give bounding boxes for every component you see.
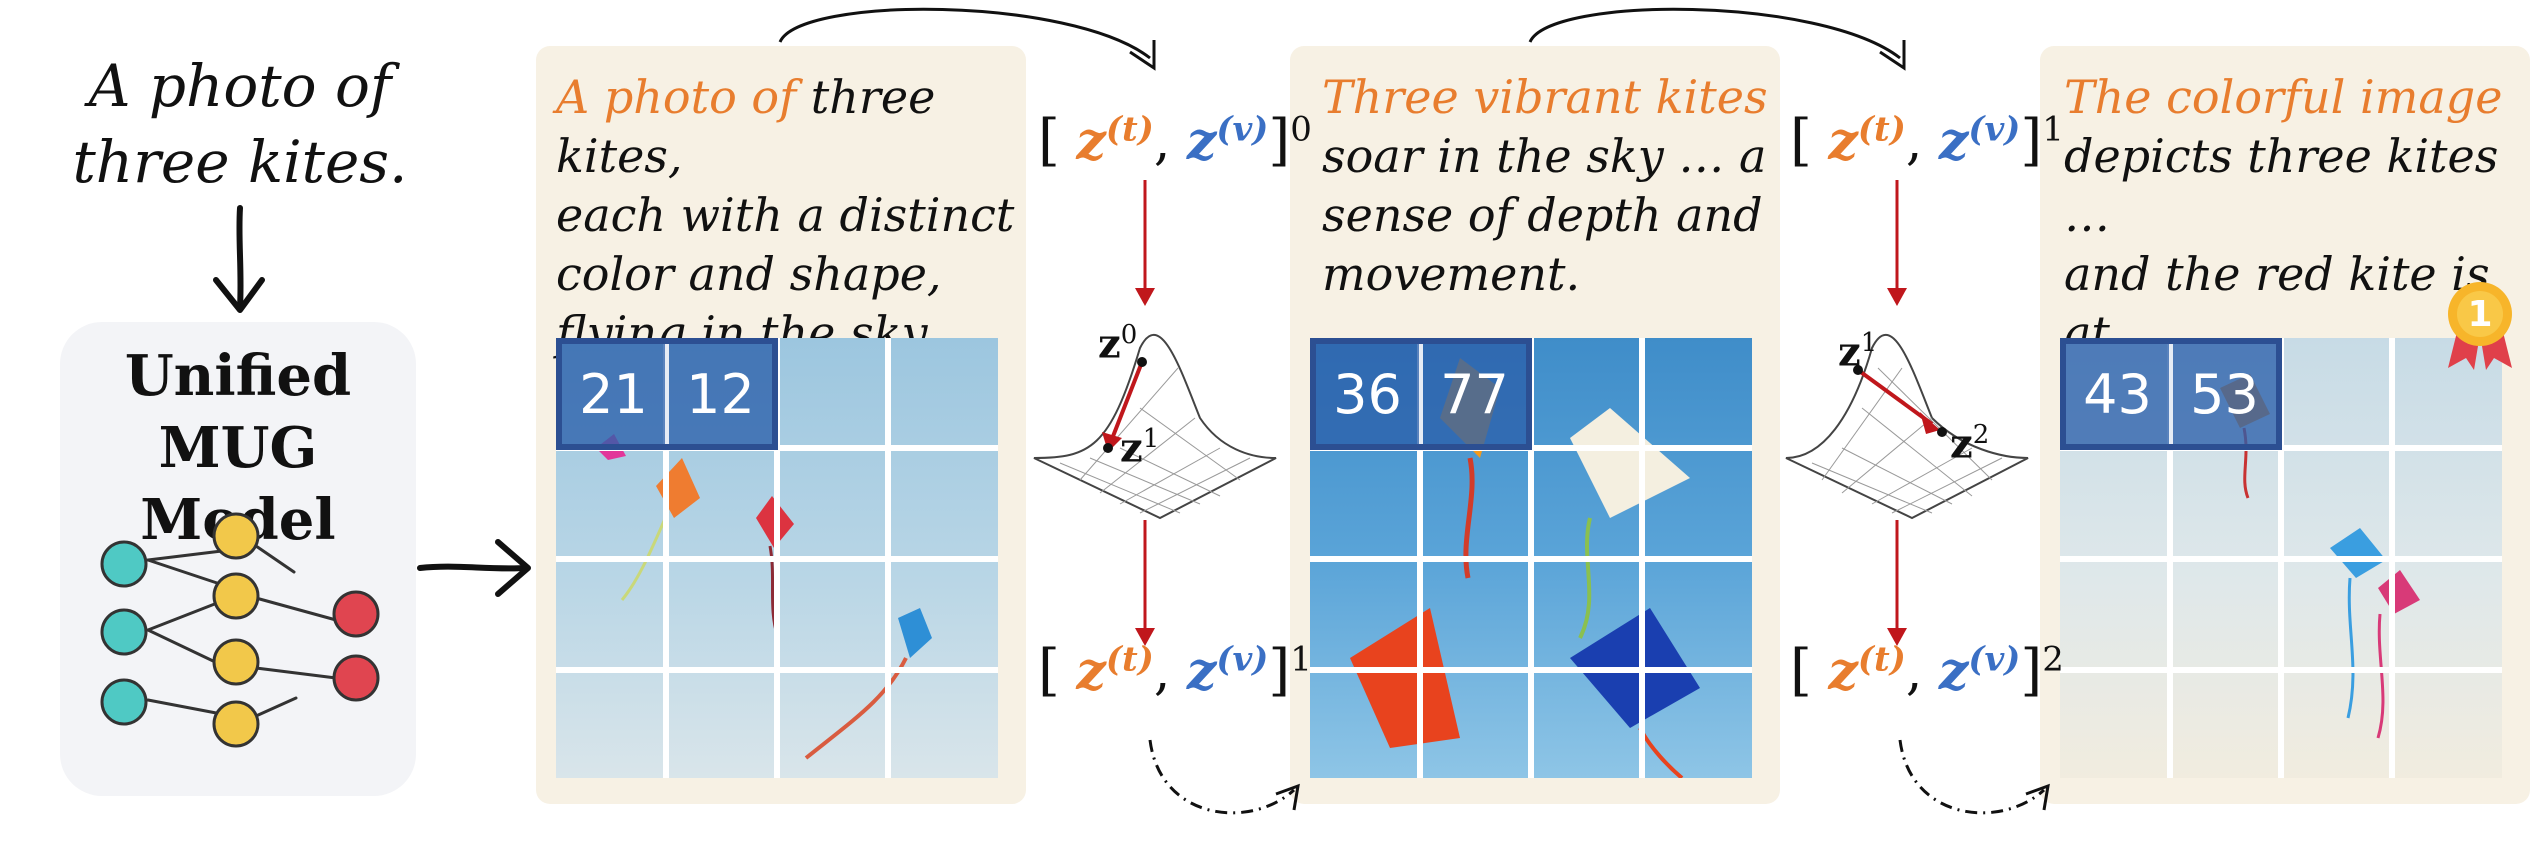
curved-arrow-icon xyxy=(778,7,1156,71)
panel-1-caption-line-1: three kites, xyxy=(556,70,936,183)
panel-2-score-a: 36 xyxy=(1333,362,1402,426)
panel-3-score-a: 43 xyxy=(2083,362,2152,426)
panel-2-caption-highlight: Three vibrant kites xyxy=(1322,70,1768,124)
panel-3-score-box: 43 53 xyxy=(2060,338,2282,450)
latent-pair-1-output: [ z(t), z(v)]1 xyxy=(1038,638,1312,703)
model-title-line-2: MUG Model xyxy=(140,415,335,553)
loss-landscape-icon xyxy=(1785,333,2029,520)
curved-arrow-icon xyxy=(1528,7,1906,71)
landscape-1-point-end: z1 xyxy=(1120,424,1160,472)
dashed-curved-arrow-icon xyxy=(1148,739,1300,815)
panel-2-image: 36 77 xyxy=(1310,338,1752,778)
gold-medal-icon xyxy=(2448,282,2512,370)
medal-rank: 1 xyxy=(2467,294,2493,335)
generation-panel-2: Three vibrant kites soar in the sky … a … xyxy=(1290,46,1780,804)
panel-3-caption-line-2: depicts three kites … xyxy=(2064,129,2499,242)
panel-3-image: 43 53 xyxy=(2060,338,2502,778)
latent-pair-2-output: [ z(t), z(v)]2 xyxy=(1790,638,2064,703)
model-title-line-1: Unified xyxy=(124,343,352,409)
panel-2-caption: Three vibrant kites soar in the sky … a … xyxy=(1322,68,1768,304)
panel-3-caption-highlight: The colorful image xyxy=(2064,70,2503,124)
text-latent-z: z xyxy=(1076,111,1106,172)
panel-1-image: 21 12 xyxy=(556,338,998,778)
network-icon xyxy=(100,512,380,748)
dashed-curved-arrow-icon xyxy=(1898,739,2050,815)
latent-pair-1: [ z(t), z(v)]1 xyxy=(1790,108,2064,173)
panel-2-score-b: 77 xyxy=(1419,344,1526,444)
red-down-arrow-icon xyxy=(1887,180,1907,306)
prompt-line-1: A photo of xyxy=(88,52,392,120)
panel-1-caption-line-2: each with a distinct xyxy=(556,188,1015,242)
generation-panel-3: The colorful image depicts three kites …… xyxy=(2040,46,2530,804)
panel-2-caption-line-2: soar in the sky … a xyxy=(1322,129,1767,183)
panel-2-caption-line-3: sense of depth and xyxy=(1322,188,1763,242)
panel-2-caption-line-4: movement. xyxy=(1322,247,1581,301)
unified-mug-model: Unified MUG Model xyxy=(60,322,416,796)
prompt-line-2: three kites. xyxy=(72,128,408,196)
latent-pair-0: [ z(t), z(v)]0 xyxy=(1038,108,1312,173)
model-title: Unified MUG Model xyxy=(60,340,416,556)
panel-1-caption-highlight: A photo of xyxy=(556,70,797,124)
panel-2-score-box: 36 77 xyxy=(1310,338,1532,450)
input-prompt: A photo of three kites. xyxy=(60,48,420,200)
landscape-1-point-start: z0 xyxy=(1098,320,1138,368)
generation-panel-1: A photo of three kites, each with a dist… xyxy=(536,46,1026,804)
panel-1-score-b: 12 xyxy=(665,344,772,444)
panel-3-score-b: 53 xyxy=(2169,344,2276,444)
landscape-2-point-end: z2 xyxy=(1950,420,1990,468)
panel-1-caption: A photo of three kites, each with a dist… xyxy=(556,68,1026,363)
panel-1-score-box: 21 12 xyxy=(556,338,778,450)
down-arrow-icon xyxy=(213,205,265,313)
red-down-arrow-icon xyxy=(1135,520,1155,646)
landscape-2-point-start: z1 xyxy=(1838,328,1878,376)
visual-latent-z: z xyxy=(1186,111,1217,172)
red-down-arrow-icon xyxy=(1135,180,1155,306)
panel-1-score-a: 21 xyxy=(579,362,648,426)
loss-landscape-icon xyxy=(1033,333,1277,520)
right-arrow-icon xyxy=(417,539,531,597)
panel-1-caption-line-3: color and shape, xyxy=(556,247,942,301)
red-down-arrow-icon xyxy=(1887,520,1907,646)
